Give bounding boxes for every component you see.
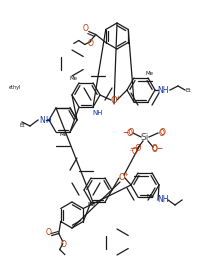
Text: O⁻: O⁻ (152, 145, 162, 155)
Text: Et: Et (185, 88, 191, 93)
Text: H: H (45, 115, 51, 125)
Text: ethyl: ethyl (9, 85, 21, 90)
Text: ⁻O: ⁻O (123, 128, 133, 138)
Text: Me: Me (70, 76, 78, 81)
Text: O: O (159, 128, 165, 138)
Text: Me: Me (88, 202, 96, 207)
Text: O: O (83, 24, 89, 33)
Text: +: + (116, 95, 120, 100)
Text: O: O (119, 173, 125, 182)
Text: Si: Si (141, 133, 149, 142)
Text: NH: NH (93, 110, 103, 116)
Text: O−: O− (152, 143, 164, 153)
Text: +: + (124, 173, 128, 177)
Text: O: O (160, 128, 166, 136)
Text: O: O (88, 39, 94, 48)
Text: Me: Me (59, 131, 67, 136)
Text: NH: NH (157, 86, 169, 95)
Text: NH: NH (157, 195, 169, 205)
Text: N: N (39, 115, 45, 125)
Text: ⁻O: ⁻O (128, 148, 138, 157)
Text: O: O (46, 228, 52, 237)
Text: Me: Me (146, 71, 154, 76)
Text: O: O (111, 96, 117, 105)
Text: −O: −O (129, 143, 141, 153)
Text: −O: −O (122, 128, 134, 136)
Text: Me: Me (147, 195, 155, 200)
Text: O: O (61, 240, 67, 249)
Text: Et: Et (19, 123, 25, 128)
